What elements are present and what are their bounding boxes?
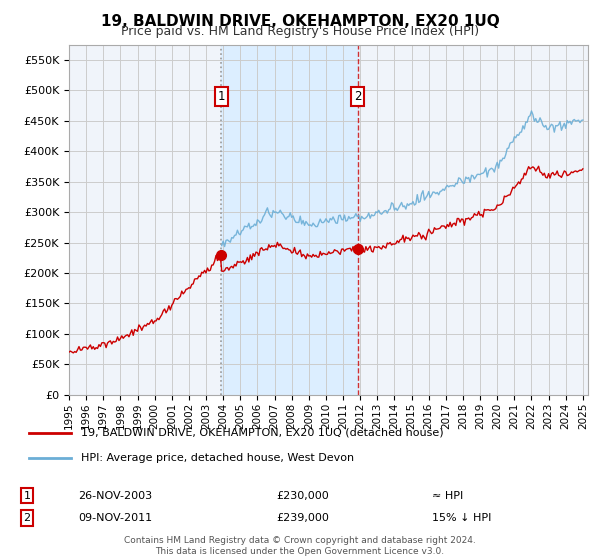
Text: £239,000: £239,000 [276, 513, 329, 523]
Text: HPI: Average price, detached house, West Devon: HPI: Average price, detached house, West… [82, 452, 355, 463]
Text: ≈ HPI: ≈ HPI [432, 491, 463, 501]
Text: 1: 1 [23, 491, 31, 501]
Text: £230,000: £230,000 [276, 491, 329, 501]
Text: 26-NOV-2003: 26-NOV-2003 [78, 491, 152, 501]
Text: 2: 2 [23, 513, 31, 523]
Text: Contains HM Land Registry data © Crown copyright and database right 2024.
This d: Contains HM Land Registry data © Crown c… [124, 536, 476, 556]
Text: 2: 2 [354, 90, 361, 103]
Text: Price paid vs. HM Land Registry's House Price Index (HPI): Price paid vs. HM Land Registry's House … [121, 25, 479, 38]
Text: 09-NOV-2011: 09-NOV-2011 [78, 513, 152, 523]
Text: 15% ↓ HPI: 15% ↓ HPI [432, 513, 491, 523]
Text: 19, BALDWIN DRIVE, OKEHAMPTON, EX20 1UQ (detached house): 19, BALDWIN DRIVE, OKEHAMPTON, EX20 1UQ … [82, 428, 444, 438]
Text: 19, BALDWIN DRIVE, OKEHAMPTON, EX20 1UQ: 19, BALDWIN DRIVE, OKEHAMPTON, EX20 1UQ [101, 14, 499, 29]
Text: 1: 1 [218, 90, 225, 103]
Bar [221, 45, 358, 395]
